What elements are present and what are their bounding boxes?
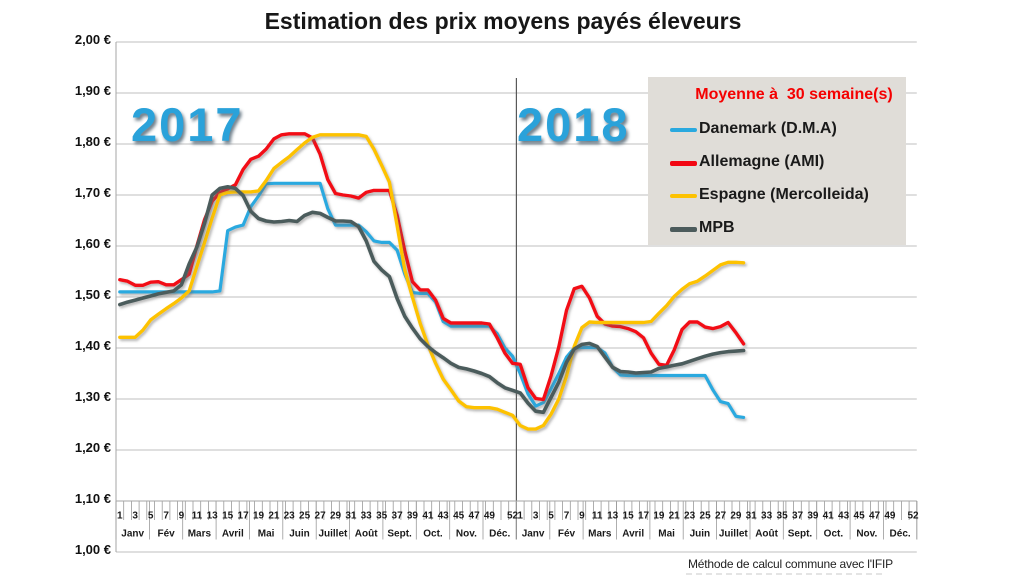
- svg-text:1,80 €: 1,80 €: [75, 134, 111, 149]
- svg-text:49: 49: [484, 511, 496, 522]
- svg-text:1,10 €: 1,10 €: [75, 491, 111, 506]
- svg-text:Mars: Mars: [188, 529, 212, 540]
- svg-text:37: 37: [792, 511, 804, 522]
- svg-text:5: 5: [548, 511, 554, 522]
- svg-text:29: 29: [730, 511, 742, 522]
- svg-text:Oct.: Oct.: [824, 529, 844, 540]
- svg-text:3: 3: [132, 511, 138, 522]
- svg-text:Mai: Mai: [258, 529, 275, 540]
- svg-text:45: 45: [854, 511, 866, 522]
- svg-text:15: 15: [222, 511, 234, 522]
- svg-text:37: 37: [392, 511, 404, 522]
- svg-text:5: 5: [148, 511, 154, 522]
- svg-text:35: 35: [777, 511, 789, 522]
- svg-text:Fév: Fév: [157, 529, 175, 540]
- svg-text:Juillet: Juillet: [318, 529, 348, 540]
- svg-text:41: 41: [422, 511, 434, 522]
- svg-text:13: 13: [607, 511, 619, 522]
- svg-text:Janv: Janv: [522, 529, 545, 540]
- svg-text:1,30 €: 1,30 €: [75, 389, 111, 404]
- svg-text:1,40 €: 1,40 €: [75, 338, 111, 353]
- svg-text:27: 27: [715, 511, 727, 522]
- svg-text:1: 1: [117, 511, 123, 522]
- svg-text:Nov.: Nov.: [856, 529, 877, 540]
- svg-text:17: 17: [638, 511, 650, 522]
- svg-text:11: 11: [192, 511, 203, 522]
- svg-text:Déc.: Déc.: [489, 529, 510, 540]
- svg-text:39: 39: [407, 511, 419, 522]
- svg-text:1,70 €: 1,70 €: [75, 185, 111, 200]
- svg-text:1: 1: [517, 511, 523, 522]
- svg-text:47: 47: [469, 511, 481, 522]
- svg-text:21: 21: [669, 511, 681, 522]
- svg-text:41: 41: [823, 511, 835, 522]
- svg-text:Fév: Fév: [558, 529, 576, 540]
- svg-text:49: 49: [884, 511, 896, 522]
- svg-text:Janv: Janv: [121, 529, 144, 540]
- svg-text:25: 25: [700, 511, 712, 522]
- svg-text:Août: Août: [355, 529, 378, 540]
- svg-text:Sept.: Sept.: [788, 529, 813, 540]
- svg-text:Nov.: Nov.: [456, 529, 477, 540]
- svg-text:9: 9: [179, 511, 185, 522]
- svg-text:1,90 €: 1,90 €: [75, 83, 111, 98]
- svg-text:33: 33: [761, 511, 773, 522]
- svg-text:35: 35: [376, 511, 388, 522]
- svg-text:52: 52: [907, 511, 919, 522]
- svg-text:Avril: Avril: [622, 529, 644, 540]
- svg-text:Mai: Mai: [658, 529, 675, 540]
- svg-text:33: 33: [361, 511, 373, 522]
- svg-text:19: 19: [653, 511, 665, 522]
- svg-text:Juin: Juin: [690, 529, 711, 540]
- svg-text:1,20 €: 1,20 €: [75, 440, 111, 455]
- svg-text:39: 39: [807, 511, 819, 522]
- svg-text:Juillet: Juillet: [719, 529, 749, 540]
- svg-text:45: 45: [453, 511, 465, 522]
- svg-text:2,00 €: 2,00 €: [75, 32, 111, 47]
- svg-text:19: 19: [253, 511, 265, 522]
- svg-text:29: 29: [330, 511, 342, 522]
- svg-text:Oct.: Oct.: [423, 529, 443, 540]
- svg-text:21: 21: [268, 511, 280, 522]
- svg-text:47: 47: [869, 511, 881, 522]
- svg-text:11: 11: [592, 511, 603, 522]
- svg-text:3: 3: [533, 511, 539, 522]
- svg-text:7: 7: [163, 511, 169, 522]
- svg-text:31: 31: [345, 511, 357, 522]
- svg-text:43: 43: [438, 511, 450, 522]
- svg-text:17: 17: [238, 511, 250, 522]
- svg-text:7: 7: [564, 511, 570, 522]
- svg-text:Sept.: Sept.: [387, 529, 412, 540]
- svg-text:Déc.: Déc.: [890, 529, 911, 540]
- svg-text:Juin: Juin: [289, 529, 310, 540]
- svg-text:52: 52: [507, 511, 519, 522]
- svg-text:9: 9: [579, 511, 585, 522]
- svg-text:Août: Août: [755, 529, 778, 540]
- svg-text:31: 31: [746, 511, 758, 522]
- svg-text:23: 23: [684, 511, 696, 522]
- svg-text:1,50 €: 1,50 €: [75, 287, 111, 302]
- svg-text:13: 13: [207, 511, 219, 522]
- svg-text:Mars: Mars: [588, 529, 612, 540]
- svg-text:Avril: Avril: [222, 529, 244, 540]
- svg-text:1,00 €: 1,00 €: [75, 542, 111, 557]
- svg-text:43: 43: [838, 511, 850, 522]
- svg-text:15: 15: [623, 511, 635, 522]
- svg-text:27: 27: [315, 511, 327, 522]
- svg-text:25: 25: [299, 511, 311, 522]
- svg-text:23: 23: [284, 511, 296, 522]
- svg-text:1,60 €: 1,60 €: [75, 236, 111, 251]
